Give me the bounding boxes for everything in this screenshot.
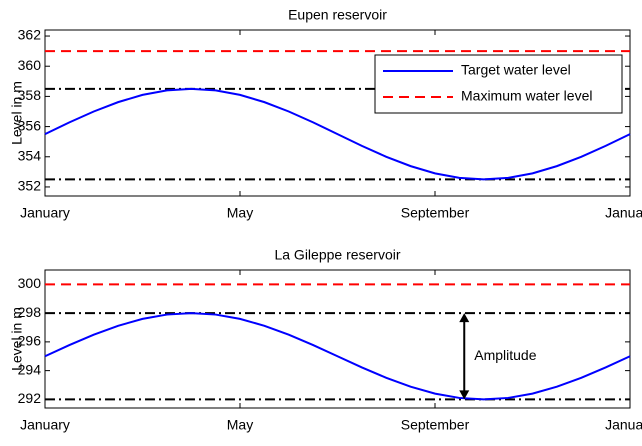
y-tick-label: 362 <box>18 27 42 43</box>
y-axis-label: Level in m <box>9 81 25 145</box>
y-tick-label: 294 <box>18 361 42 377</box>
x-tick-label: January <box>605 205 642 221</box>
y-tick-label: 300 <box>18 275 42 291</box>
plot-frame <box>44 29 631 197</box>
y-tick-label: 292 <box>18 390 42 406</box>
x-tick-label: January <box>605 417 642 433</box>
y-tick-label: 352 <box>18 178 42 194</box>
y-tick-label: 296 <box>18 333 42 349</box>
y-tick-label: 354 <box>18 147 42 163</box>
x-tick-label: May <box>227 205 253 221</box>
x-tick-label: September <box>401 417 470 433</box>
chart-title: La Gileppe reservoir <box>274 247 400 263</box>
y-tick-label: 356 <box>18 117 42 133</box>
annotation-text: Amplitude <box>474 347 536 363</box>
plot-frame <box>44 269 631 409</box>
x-tick-label: January <box>20 417 70 433</box>
legend-label: Target water level <box>461 62 571 78</box>
legend-label: Maximum water level <box>461 88 592 104</box>
x-tick-label: September <box>401 205 470 221</box>
data-line <box>44 87 631 181</box>
x-tick-label: January <box>20 205 70 221</box>
data-line <box>44 312 631 401</box>
x-tick-label: May <box>227 417 253 433</box>
y-tick-label: 358 <box>18 87 42 103</box>
chart-title: Eupen reservoir <box>288 7 387 23</box>
y-tick-label: 360 <box>18 57 42 73</box>
legend-box <box>374 54 623 114</box>
arrow-head <box>459 313 470 323</box>
y-axis-label: Level in m <box>9 307 25 371</box>
arrow-head <box>459 390 470 400</box>
y-tick-label: 298 <box>18 304 42 320</box>
